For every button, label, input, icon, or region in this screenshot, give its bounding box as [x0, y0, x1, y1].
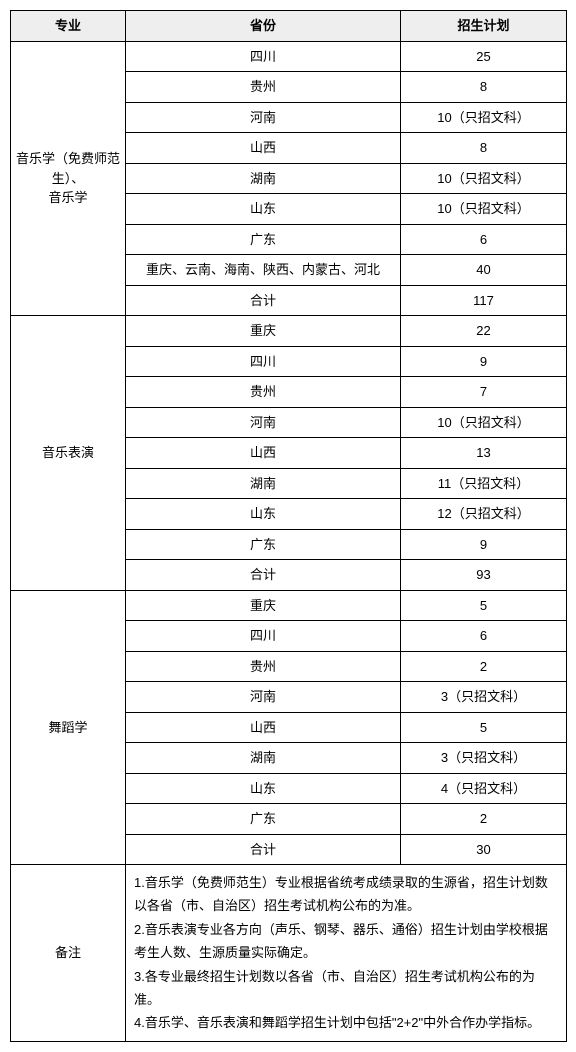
plan-cell: 10（只招文科）	[401, 194, 567, 225]
province-cell: 山东	[126, 194, 401, 225]
major-cell: 音乐学（免费师范生）、音乐学	[11, 41, 126, 316]
plan-cell: 13	[401, 438, 567, 469]
province-cell: 河南	[126, 407, 401, 438]
table-row: 音乐表演重庆22	[11, 316, 567, 347]
plan-cell: 93	[401, 560, 567, 591]
province-cell: 贵州	[126, 651, 401, 682]
province-cell: 四川	[126, 621, 401, 652]
province-cell: 贵州	[126, 72, 401, 103]
plan-cell: 40	[401, 255, 567, 286]
plan-cell: 6	[401, 224, 567, 255]
plan-cell: 4（只招文科）	[401, 773, 567, 804]
province-cell: 合计	[126, 560, 401, 591]
province-cell: 四川	[126, 41, 401, 72]
plan-cell: 8	[401, 133, 567, 164]
province-cell: 合计	[126, 834, 401, 865]
major-cell: 音乐表演	[11, 316, 126, 591]
header-province: 省份	[126, 11, 401, 42]
plan-cell: 25	[401, 41, 567, 72]
province-cell: 合计	[126, 285, 401, 316]
plan-cell: 10（只招文科）	[401, 102, 567, 133]
notes-content-cell: 1.音乐学（免费师范生）专业根据省统考成绩录取的生源省，招生计划数以各省（市、自…	[126, 865, 567, 1042]
province-cell: 贵州	[126, 377, 401, 408]
plan-cell: 30	[401, 834, 567, 865]
plan-cell: 6	[401, 621, 567, 652]
plan-cell: 12（只招文科）	[401, 499, 567, 530]
plan-cell: 3（只招文科）	[401, 743, 567, 774]
province-cell: 湖南	[126, 743, 401, 774]
plan-cell: 10（只招文科）	[401, 163, 567, 194]
table-row: 音乐学（免费师范生）、音乐学四川25	[11, 41, 567, 72]
plan-cell: 11（只招文科）	[401, 468, 567, 499]
plan-cell: 9	[401, 346, 567, 377]
plan-cell: 7	[401, 377, 567, 408]
notes-label-cell: 备注	[11, 865, 126, 1042]
plan-cell: 2	[401, 804, 567, 835]
notes-row: 备注1.音乐学（免费师范生）专业根据省统考成绩录取的生源省，招生计划数以各省（市…	[11, 865, 567, 1042]
header-plan: 招生计划	[401, 11, 567, 42]
plan-cell: 5	[401, 712, 567, 743]
province-cell: 广东	[126, 804, 401, 835]
province-cell: 山西	[126, 133, 401, 164]
province-cell: 四川	[126, 346, 401, 377]
province-cell: 山西	[126, 712, 401, 743]
table-row: 舞蹈学重庆5	[11, 590, 567, 621]
plan-cell: 5	[401, 590, 567, 621]
province-cell: 河南	[126, 102, 401, 133]
province-cell: 重庆	[126, 316, 401, 347]
plan-cell: 22	[401, 316, 567, 347]
plan-cell: 2	[401, 651, 567, 682]
admissions-plan-table: 专业 省份 招生计划 音乐学（免费师范生）、音乐学四川25贵州8河南10（只招文…	[10, 10, 567, 1042]
province-cell: 山东	[126, 499, 401, 530]
major-cell: 舞蹈学	[11, 590, 126, 865]
province-cell: 湖南	[126, 468, 401, 499]
province-cell: 山西	[126, 438, 401, 469]
province-cell: 山东	[126, 773, 401, 804]
header-major: 专业	[11, 11, 126, 42]
table-header-row: 专业 省份 招生计划	[11, 11, 567, 42]
plan-cell: 3（只招文科）	[401, 682, 567, 713]
province-cell: 重庆、云南、海南、陕西、内蒙古、河北	[126, 255, 401, 286]
plan-cell: 8	[401, 72, 567, 103]
plan-cell: 117	[401, 285, 567, 316]
plan-cell: 10（只招文科）	[401, 407, 567, 438]
province-cell: 河南	[126, 682, 401, 713]
province-cell: 湖南	[126, 163, 401, 194]
province-cell: 重庆	[126, 590, 401, 621]
province-cell: 广东	[126, 529, 401, 560]
plan-cell: 9	[401, 529, 567, 560]
province-cell: 广东	[126, 224, 401, 255]
